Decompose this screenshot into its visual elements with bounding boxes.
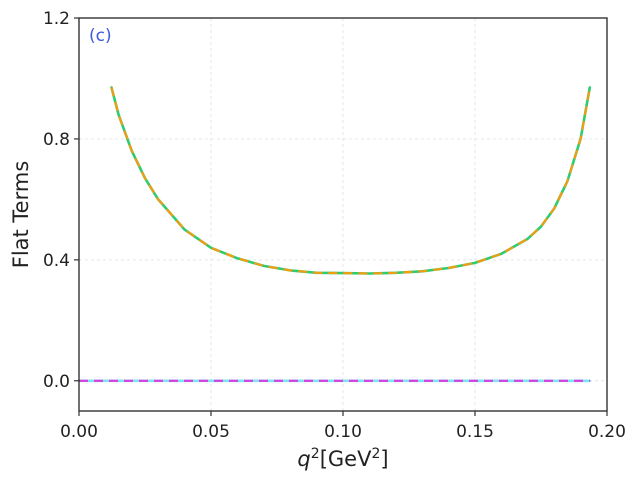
x-axis-unit-exponent: 2 — [371, 446, 380, 462]
y-axis-label: Flat Terms — [9, 161, 33, 269]
y-tick-label-1: 0.4 — [43, 251, 70, 271]
x-axis-variable-exponent: 2 — [311, 446, 320, 462]
y-tick-label-0: 0.0 — [43, 372, 70, 392]
x-tick-label-3: 0.15 — [456, 422, 494, 442]
x-axis-unit-prefix: [GeV — [320, 447, 372, 471]
x-tick-label-0: 0.00 — [60, 422, 98, 442]
y-tick-label-2: 0.8 — [43, 130, 70, 150]
x-axis-label: q2[GeV2] — [297, 446, 388, 471]
panel-label: (c) — [89, 26, 112, 46]
plot-frame — [78, 17, 608, 412]
series-line-1 — [110, 87, 591, 275]
series-line-0 — [110, 86, 592, 275]
grid — [78, 17, 608, 411]
x-tick-label-4: 0.20 — [588, 422, 626, 442]
x-axis-variable: q — [297, 447, 310, 471]
x-tick-label-2: 0.10 — [324, 422, 362, 442]
x-axis-unit-suffix: ] — [380, 447, 388, 471]
ticks: 0.00 0.05 0.10 0.15 0.20 0.0 0.4 0.8 1.2 — [43, 9, 626, 442]
y-tick-label-3: 1.2 — [43, 9, 70, 29]
x-tick-label-1: 0.05 — [192, 422, 230, 442]
series-group — [77, 86, 592, 383]
